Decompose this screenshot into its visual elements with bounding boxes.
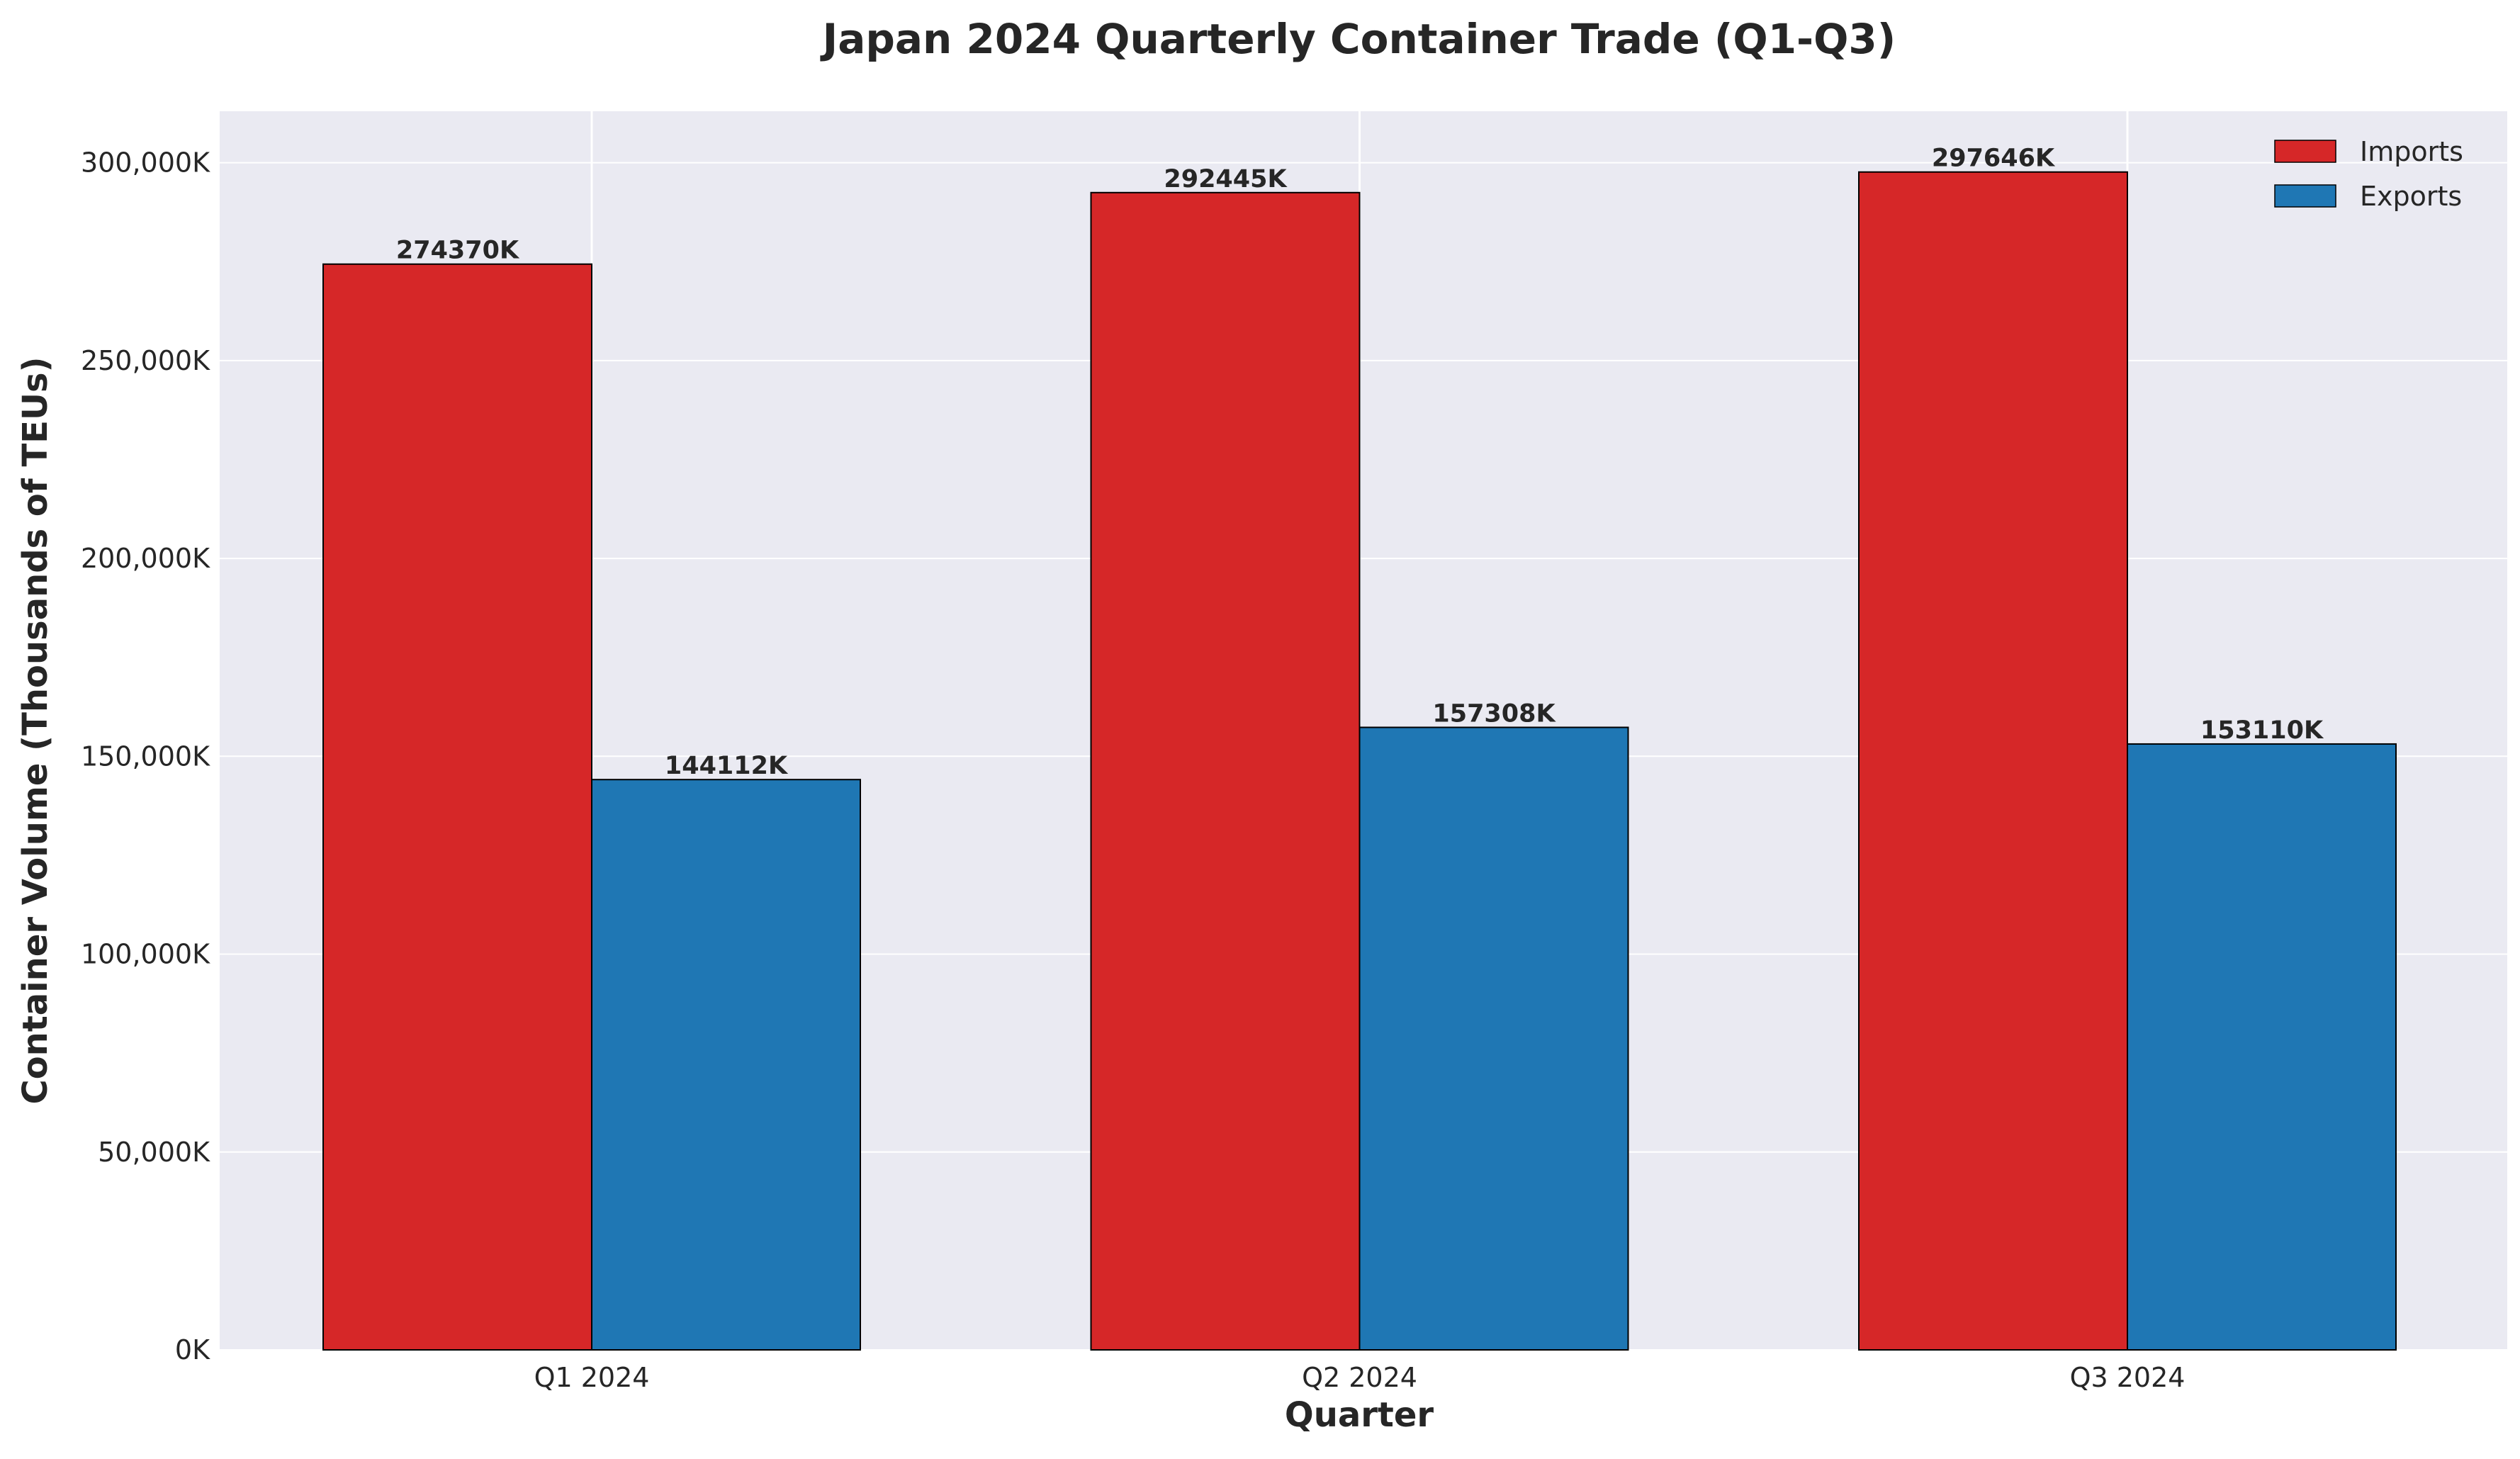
y-tick-label: 250,000K <box>81 345 210 376</box>
chart-title: Japan 2024 Quarterly Container Trade (Q1… <box>820 15 1896 63</box>
data-label-imports-3: 297646K <box>1932 145 2056 173</box>
x-tick-label: Q1 2024 <box>534 1362 650 1393</box>
y-tick-label: 100,000K <box>81 939 210 970</box>
x-tick-label: Q2 2024 <box>1302 1362 1417 1393</box>
bar-imports-2 <box>1090 191 1361 1351</box>
legend-swatch-imports <box>2274 140 2336 163</box>
legend-label-exports: Exports <box>2360 181 2462 212</box>
bar-exports-1 <box>591 779 861 1351</box>
bar-imports-1 <box>322 263 592 1351</box>
y-axis-label: Container Volume (Thousands of TEUs) <box>16 356 55 1104</box>
data-labels: 274370K 292445K 297646K 144112K 157308K 15311… <box>396 145 2324 780</box>
legend: Imports Exports <box>2274 136 2463 212</box>
y-tick-label: 50,000K <box>98 1137 210 1168</box>
y-tick-label: 0K <box>175 1334 210 1365</box>
legend-label-imports: Imports <box>2360 136 2463 167</box>
x-tick-label: Q3 2024 <box>2070 1362 2186 1393</box>
bars <box>322 171 2397 1351</box>
bar-exports-2 <box>1359 726 1629 1351</box>
y-tick-label: 300,000K <box>81 147 210 179</box>
data-label-imports-1: 274370K <box>396 237 520 265</box>
y-tick-label: 150,000K <box>81 740 210 772</box>
bar-exports-3 <box>2127 743 2397 1351</box>
y-axis-ticks: 0K 50,000K 100,000K 150,000K 200,000K 250,000… <box>81 147 210 1365</box>
y-tick-label: 200,000K <box>81 543 210 574</box>
data-label-exports-1: 144112K <box>665 752 789 780</box>
data-label-exports-3: 153110K <box>2200 716 2324 745</box>
x-axis-ticks: Q1 2024 Q2 2024 Q3 2024 <box>534 1362 2186 1393</box>
bar-imports-3 <box>1858 171 2128 1351</box>
legend-swatch-exports <box>2274 184 2336 208</box>
data-label-exports-2: 157308K <box>1432 699 1556 728</box>
x-axis-label: Quarter <box>1285 1395 1434 1435</box>
data-label-imports-2: 292445K <box>1164 165 1288 193</box>
